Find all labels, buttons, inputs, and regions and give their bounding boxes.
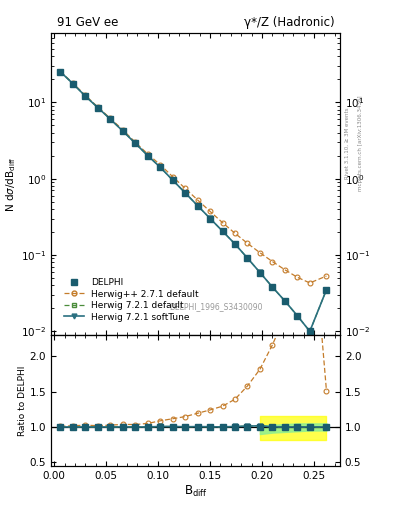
Y-axis label: Ratio to DELPHI: Ratio to DELPHI: [18, 365, 27, 436]
Y-axis label: N d$\sigma$/dB$_{\mathregular{diff}}$: N d$\sigma$/dB$_{\mathregular{diff}}$: [4, 156, 18, 212]
Text: DELPHI_1996_S3430090: DELPHI_1996_S3430090: [169, 302, 263, 311]
Text: Rivet 3.1.10, ≥ 3M events: Rivet 3.1.10, ≥ 3M events: [345, 108, 350, 179]
Text: 91 GeV ee: 91 GeV ee: [57, 16, 118, 29]
Text: γ*/Z (Hadronic): γ*/Z (Hadronic): [244, 16, 334, 29]
Legend: DELPHI, Herwig++ 2.7.1 default, Herwig 7.2.1 default, Herwig 7.2.1 softTune: DELPHI, Herwig++ 2.7.1 default, Herwig 7…: [61, 275, 202, 324]
X-axis label: B$_{\mathregular{diff}}$: B$_{\mathregular{diff}}$: [184, 483, 208, 499]
Text: mcplots.cern.ch [arXiv:1306.3436]: mcplots.cern.ch [arXiv:1306.3436]: [358, 96, 363, 191]
